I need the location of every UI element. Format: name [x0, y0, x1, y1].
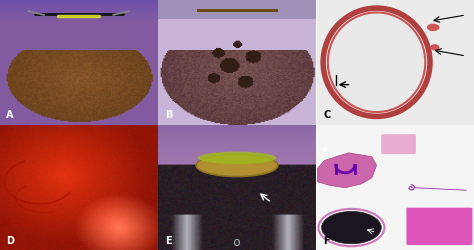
Ellipse shape — [430, 44, 439, 51]
Ellipse shape — [196, 154, 278, 176]
Text: F: F — [323, 236, 330, 246]
FancyBboxPatch shape — [381, 134, 416, 154]
Ellipse shape — [427, 24, 439, 31]
FancyBboxPatch shape — [406, 208, 473, 245]
Text: C: C — [323, 110, 330, 120]
Ellipse shape — [198, 152, 276, 164]
Text: A: A — [6, 110, 14, 120]
Text: *: * — [321, 148, 327, 158]
Text: B: B — [164, 110, 172, 120]
Text: E: E — [164, 236, 171, 246]
Ellipse shape — [328, 12, 425, 112]
Ellipse shape — [321, 212, 381, 244]
Text: D: D — [6, 236, 14, 246]
Polygon shape — [317, 153, 376, 188]
